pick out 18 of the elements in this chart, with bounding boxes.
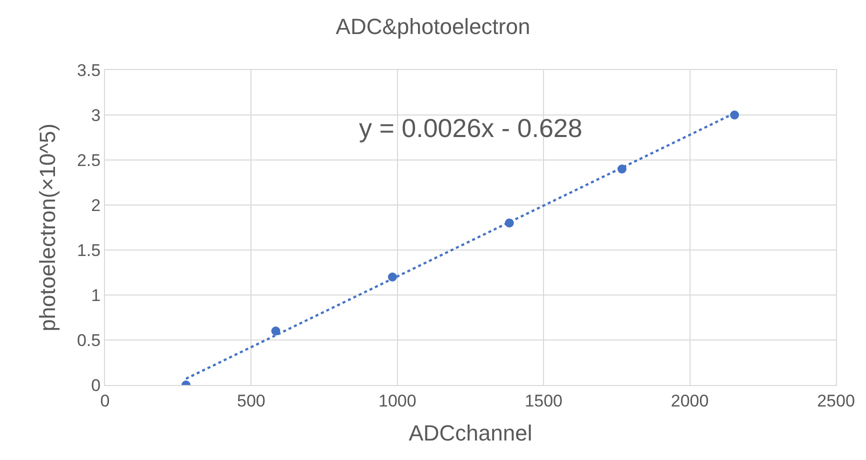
point: [271, 326, 280, 336]
y-tick-label: 2: [91, 196, 101, 215]
y-tick-label: 0.5: [76, 330, 101, 350]
y-tick-label: 0: [91, 376, 101, 395]
x-tick-label: 1000: [378, 391, 416, 410]
y-tick-label: 1: [91, 286, 101, 305]
y-tick-label: 1.5: [76, 240, 101, 260]
x-tick-label: 2000: [670, 391, 709, 410]
y-axis-title: photoelectron(×10^5): [34, 124, 60, 332]
y-tick-label: 2.5: [76, 150, 101, 170]
y-tick-label: 3.5: [76, 60, 101, 80]
x-tick-label: 500: [237, 391, 266, 410]
annotation: y = 0.0026x - 0.628: [359, 113, 582, 143]
chart-title: ADC&photoelectron: [336, 14, 530, 39]
x-axis-title: ADCchannel: [408, 420, 532, 446]
x-tick-label: 1500: [524, 391, 563, 410]
x-tick-label: 2500: [817, 391, 855, 410]
y-tick-label: 3: [91, 106, 101, 125]
